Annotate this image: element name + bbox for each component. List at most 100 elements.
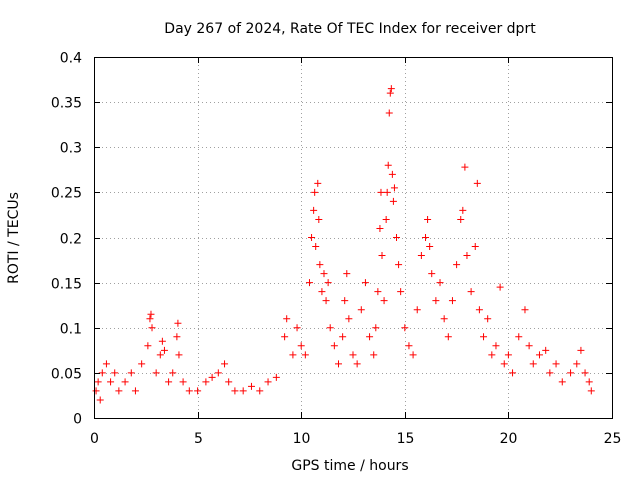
data-point: [339, 333, 347, 341]
data-point: [146, 315, 154, 323]
data-point: [577, 346, 585, 354]
chart-title: Day 267 of 2024, Rate Of TEC Index for r…: [164, 21, 536, 37]
data-point: [488, 351, 496, 359]
y-axis-label: ROTI / TECUs: [6, 192, 22, 284]
data-point: [525, 342, 533, 350]
y-tick-label: 0.3: [60, 141, 82, 157]
data-point: [457, 215, 465, 223]
data-point: [297, 342, 305, 350]
data-point: [343, 270, 351, 278]
data-point: [221, 360, 229, 368]
data-point: [314, 179, 322, 187]
data-point: [247, 382, 255, 390]
data-point: [357, 306, 365, 314]
data-point: [301, 351, 309, 359]
data-point: [413, 306, 421, 314]
data-point: [440, 315, 448, 323]
data-point: [92, 387, 100, 395]
data-point: [393, 234, 401, 241]
data-point: [308, 234, 316, 241]
data-point: [426, 243, 434, 251]
data-point: [158, 337, 166, 345]
data-point: [480, 333, 488, 341]
data-point: [389, 197, 397, 205]
data-point: [264, 378, 272, 386]
data-point: [475, 306, 483, 314]
data-points: [92, 85, 595, 404]
data-point: [102, 360, 110, 368]
data-point: [585, 378, 593, 386]
data-point: [324, 279, 332, 287]
data-point: [463, 252, 471, 260]
data-point: [387, 85, 395, 93]
data-point: [444, 333, 452, 341]
data-point: [281, 333, 289, 341]
axis-ticks: 0 0.05 0.1 0.15 0.2 0.25 0.3 0.35 0.4 0 5 10 15 20 25: [51, 51, 622, 448]
data-point: [567, 369, 575, 377]
data-point: [473, 179, 481, 187]
x-tick-label: 5: [194, 431, 203, 447]
y-tick-label: 0.2: [60, 232, 82, 248]
data-point: [448, 297, 456, 305]
data-point: [353, 360, 361, 368]
y-tick-label: 0.15: [51, 277, 82, 293]
data-point: [98, 369, 106, 377]
data-point: [289, 351, 297, 359]
x-axis-label: GPS time / hours: [291, 458, 408, 474]
data-point: [385, 109, 393, 117]
data-point: [573, 360, 581, 368]
y-tick-label: 0: [73, 412, 82, 428]
data-point: [386, 89, 394, 97]
data-point: [401, 324, 409, 332]
data-point: [185, 387, 193, 395]
y-tick-label: 0.4: [60, 51, 82, 67]
data-point: [383, 188, 391, 196]
data-point: [231, 387, 239, 395]
data-point: [202, 378, 210, 386]
data-point: [144, 342, 152, 350]
data-point: [256, 387, 264, 395]
x-tick-label: 10: [293, 431, 311, 447]
data-point: [127, 369, 135, 377]
data-point: [380, 297, 388, 305]
data-point: [315, 215, 323, 223]
data-point: [330, 342, 338, 350]
data-point: [521, 306, 529, 314]
data-point: [376, 224, 384, 232]
data-point: [156, 351, 164, 359]
data-point: [546, 369, 554, 377]
data-point: [225, 378, 233, 386]
data-point: [471, 243, 479, 251]
data-point: [214, 369, 222, 377]
x-tick-label: 20: [500, 431, 518, 447]
data-point: [382, 215, 390, 223]
data-point: [384, 161, 392, 169]
data-point: [377, 188, 385, 196]
data-point: [345, 315, 353, 323]
data-point: [496, 283, 504, 291]
data-point: [372, 324, 380, 332]
data-point: [390, 184, 398, 192]
data-point: [121, 378, 129, 386]
data-point: [194, 387, 202, 395]
data-point: [432, 297, 440, 305]
data-point: [428, 270, 436, 278]
data-point: [535, 351, 543, 359]
data-point: [529, 360, 537, 368]
data-point: [312, 243, 320, 251]
data-point: [179, 378, 187, 386]
data-point: [484, 315, 492, 323]
data-point: [96, 396, 104, 404]
data-point: [107, 378, 115, 386]
data-point: [461, 163, 469, 171]
data-point: [94, 378, 102, 386]
data-point: [169, 369, 177, 377]
data-point: [152, 369, 160, 377]
data-point: [395, 261, 403, 269]
data-point: [542, 346, 550, 354]
data-point: [115, 387, 123, 395]
data-point: [322, 297, 330, 305]
data-point: [320, 270, 328, 278]
data-point: [341, 297, 349, 305]
data-point: [453, 261, 461, 269]
